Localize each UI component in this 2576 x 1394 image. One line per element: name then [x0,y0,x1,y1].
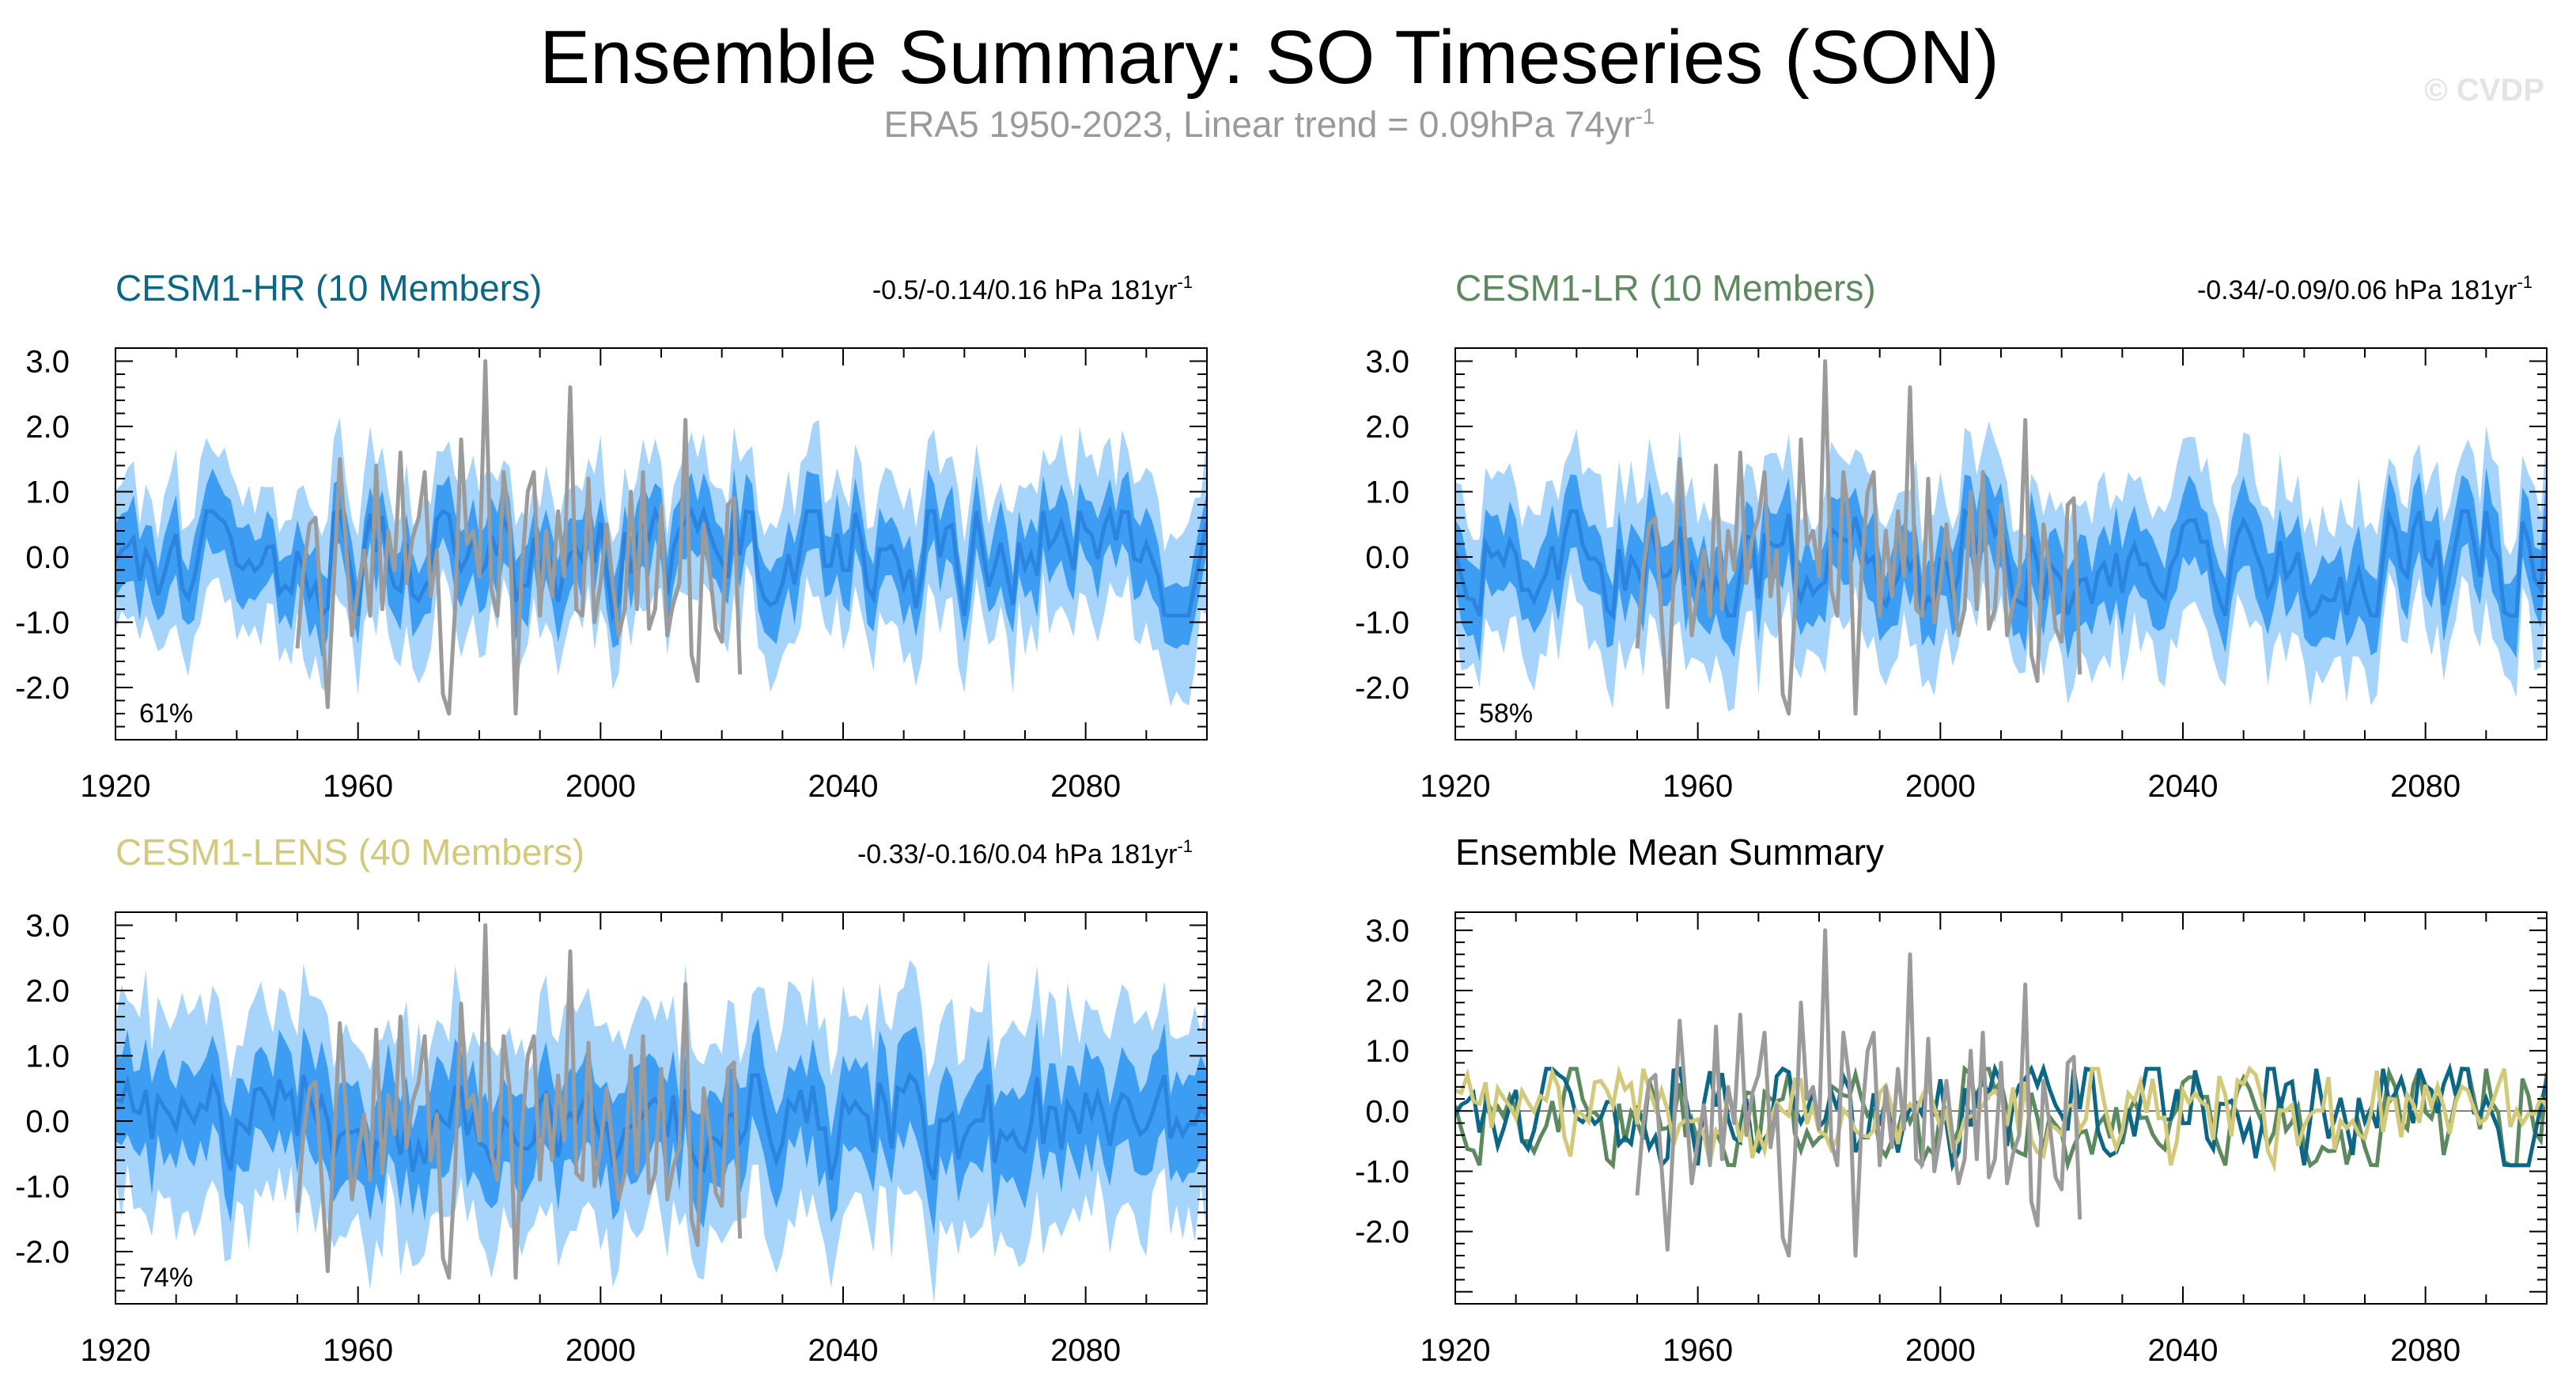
x-tick-label-hr: 2040 [808,769,879,804]
panel-trend-superscript-lens: -1 [1177,836,1193,856]
x-tick-label-summary: 2080 [2390,1333,2461,1368]
x-tick-label-lr: 1960 [1662,769,1733,804]
panel-trend-superscript-lr: -1 [2517,272,2532,292]
y-tick-label-hr: -2.0 [15,671,70,706]
y-tick-label-lens: -2.0 [15,1235,70,1270]
obs-line-lr [1635,359,2082,716]
y-tick-label-hr: 1.0 [25,475,70,510]
x-tick-label-summary: 2040 [2148,1333,2219,1368]
y-tick-label-summary: 2.0 [1365,974,1409,1009]
y-tick-label-summary: -1.0 [1355,1154,1409,1189]
panel-plot-lens [115,923,1207,1304]
panel-title-hr: CESM1-HR (10 Members) [115,267,542,309]
cvdp-watermark: © CVDP [2424,73,2544,108]
y-tick-label-lr: -2.0 [1355,671,1409,706]
x-tick-label-summary: 1920 [1420,1333,1491,1368]
y-tick-label-lens: -1.0 [15,1170,70,1205]
panel-plot-lr [1455,359,2547,716]
panel-title-lens: CESM1-LENS (40 Members) [115,831,584,873]
panel-trend-lens: -0.33/-0.16/0.04 hPa 181yr-1 [857,836,1193,869]
y-tick-label-hr: 3.0 [25,345,70,380]
y-tick-label-hr: 2.0 [25,410,70,445]
x-tick-label-lens: 2080 [1050,1333,1121,1368]
y-tick-label-summary: 0.0 [1365,1094,1409,1129]
subtitle-text: ERA5 1950-2023, Linear trend = 0.09hPa 7… [883,104,1636,145]
panel-title-summary: Ensemble Mean Summary [1455,831,1884,873]
panel-trend-hr: -0.5/-0.14/0.16 hPa 181yr-1 [872,272,1193,305]
x-tick-label-lens: 2000 [566,1333,636,1368]
panel-lr: CESM1-LR (10 Members) -0.34/-0.09/0.06 hP… [1355,267,2548,804]
y-tick-label-hr: 0.0 [25,540,70,575]
y-tick-label-lr: 3.0 [1365,345,1409,380]
panel-hr: CESM1-HR (10 Members) -0.5/-0.14/0.16 hPa… [15,267,1208,804]
x-tick-label-summary: 1960 [1662,1333,1733,1368]
percent-label-hr: 61% [139,699,193,729]
panel-summary: Ensemble Mean Summary 1920 1960 2000 2040 208… [1355,831,2548,1368]
y-tick-label-lens: 0.0 [25,1104,70,1139]
y-tick-label-summary: 3.0 [1365,914,1409,949]
panel-lens: CESM1-LENS (40 Members) -0.33/-0.16/0.04 … [15,831,1208,1368]
x-tick-label-hr: 2080 [1050,769,1121,804]
panel-title-lr: CESM1-LR (10 Members) [1455,267,1876,309]
y-tick-label-lens: 3.0 [25,909,70,944]
y-tick-label-lens: 1.0 [25,1040,70,1074]
percent-label-lens: 74% [139,1263,193,1293]
obs-line-hr [295,359,743,716]
x-tick-label-hr: 1960 [323,769,393,804]
x-tick-label-lr: 2000 [1905,769,1976,804]
figure-title: Ensemble Summary: SO Timeseries (SON) [539,15,1999,100]
y-tick-label-lr: 2.0 [1365,410,1409,445]
obs-line-summary [1635,928,2082,1258]
x-tick-label-hr: 2000 [566,769,636,804]
x-tick-label-lr: 1920 [1420,769,1491,804]
y-tick-label-lens: 2.0 [25,974,70,1009]
y-tick-label-lr: 0.0 [1365,540,1409,575]
x-tick-label-lens: 1920 [81,1333,151,1368]
panel-trend-superscript-hr: -1 [1177,272,1193,292]
obs-line-lens [295,923,743,1280]
inner-spread-band-lens [115,1018,1207,1236]
panel-trend-lr: -0.34/-0.09/0.06 hPa 181yr-1 [2197,272,2532,305]
x-tick-label-hr: 1920 [81,769,151,804]
y-tick-label-hr: -1.0 [15,606,70,641]
y-tick-label-lr: -1.0 [1355,606,1409,641]
x-tick-label-lens: 1960 [323,1333,393,1368]
x-tick-label-lens: 2040 [808,1333,879,1368]
x-tick-label-summary: 2000 [1905,1333,1976,1368]
y-tick-label-summary: -2.0 [1355,1215,1409,1250]
figure-subtitle: ERA5 1950-2023, Linear trend = 0.09hPa 7… [0,103,2539,146]
y-tick-label-summary: 1.0 [1365,1034,1409,1069]
panel-plot-summary [1455,928,2547,1258]
percent-label-lr: 58% [1479,699,1533,729]
x-tick-label-lr: 2040 [2148,769,2219,804]
y-tick-label-lr: 1.0 [1365,475,1409,510]
x-tick-label-lr: 2080 [2390,769,2461,804]
panel-plot-hr [115,359,1207,716]
subtitle-superscript: -1 [1635,104,1655,129]
